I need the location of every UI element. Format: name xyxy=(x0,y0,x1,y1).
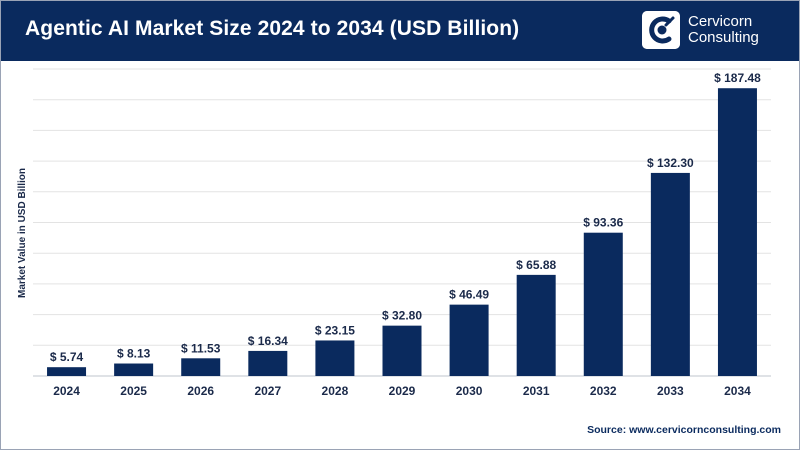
x-tick-label-2033: 2033 xyxy=(657,384,684,398)
x-tick-label-2028: 2028 xyxy=(322,384,349,398)
logo-line-2: Consulting xyxy=(688,29,759,46)
bar-2034 xyxy=(717,88,757,376)
bar-2033 xyxy=(650,172,690,376)
data-label-2034: $ 187.48 xyxy=(714,71,761,85)
data-label-2033: $ 132.30 xyxy=(647,156,694,170)
x-tick-label-2030: 2030 xyxy=(456,384,483,398)
x-tick-label-2027: 2027 xyxy=(254,384,281,398)
data-label-2030: $ 46.49 xyxy=(449,288,489,302)
data-label-2031: $ 65.88 xyxy=(516,258,556,272)
x-tick-label-2025: 2025 xyxy=(120,384,147,398)
x-tick-label-2026: 2026 xyxy=(187,384,214,398)
x-tick-label-2024: 2024 xyxy=(53,384,80,398)
logo-line-1: Cervicorn xyxy=(688,13,753,30)
bar-2032 xyxy=(583,232,623,376)
data-label-2026: $ 11.53 xyxy=(181,341,221,355)
logo-text: Cervicorn Consulting xyxy=(688,14,759,46)
bar-2026 xyxy=(181,358,221,376)
bar-2028 xyxy=(315,340,355,376)
data-label-2032: $ 93.36 xyxy=(583,216,623,230)
chart-title: Agentic AI Market Size 2024 to 2034 (USD… xyxy=(25,17,520,40)
bar-2030 xyxy=(449,304,489,376)
company-logo: Cervicorn Consulting xyxy=(642,9,792,53)
bar-2027 xyxy=(248,350,288,376)
x-tick-label-2034: 2034 xyxy=(724,384,751,398)
cervicorn-logo-icon xyxy=(642,11,680,49)
data-label-2029: $ 32.80 xyxy=(382,309,422,323)
data-label-2025: $ 8.13 xyxy=(117,347,151,361)
bar-2024 xyxy=(47,367,87,376)
x-tick-label-2032: 2032 xyxy=(590,384,617,398)
data-label-2024: $ 5.74 xyxy=(50,350,84,364)
header-banner: Agentic AI Market Size 2024 to 2034 (USD… xyxy=(1,1,799,61)
bar-2029 xyxy=(382,325,422,376)
data-label-2027: $ 16.34 xyxy=(248,334,288,348)
x-tick-label-2031: 2031 xyxy=(523,384,550,398)
source-note: Source: www.cervicornconsulting.com xyxy=(587,424,781,436)
data-label-2028: $ 23.15 xyxy=(315,323,355,337)
x-tick-label-2029: 2029 xyxy=(389,384,416,398)
bar-2031 xyxy=(516,274,556,376)
bar-2025 xyxy=(114,363,154,376)
